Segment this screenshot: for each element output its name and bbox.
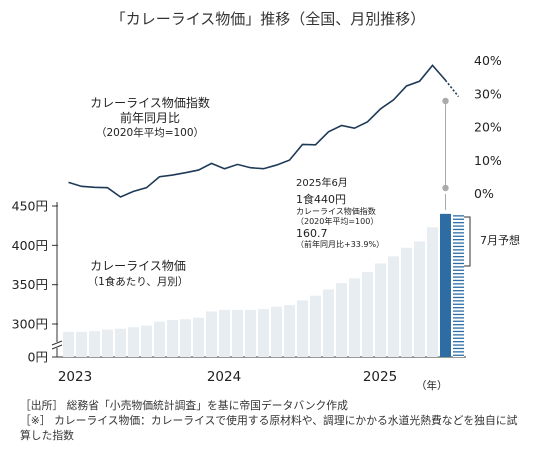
- x-tick-label: 2024: [207, 369, 241, 385]
- price-bar: [297, 300, 308, 357]
- chart-title: 「カレーライス物価」推移（全国、月別推移）: [111, 10, 426, 28]
- price-bar: [102, 329, 113, 357]
- price-bar: [310, 295, 321, 357]
- annotation-yoy: （前年同月比+33.9%）: [296, 239, 384, 249]
- price-bar: [141, 325, 152, 357]
- footnote-note: ［※］ カレーライス物価：カレーライスで使用する原材料や、調理にかかる水道光熱費…: [20, 413, 518, 427]
- price-bar: [271, 306, 282, 357]
- index-label-line2: 前年同月比: [120, 110, 180, 125]
- price-bar: [284, 305, 295, 357]
- left-tick-label: 300円: [12, 317, 48, 332]
- x-axis: 2023 2024 2025: [58, 369, 397, 385]
- index-label-line1: カレーライス物価指数: [90, 95, 210, 110]
- footnote-source: ［出所］ 総務省「小売物価統計調査」を基に帝国データバンク作成: [20, 398, 348, 412]
- price-bar: [258, 309, 269, 357]
- right-tick-label: 20%: [474, 120, 502, 135]
- price-bar: [76, 331, 87, 357]
- price-bar: [388, 256, 399, 357]
- price-bar: [401, 247, 412, 357]
- price-bar: [375, 263, 386, 357]
- price-bars: [63, 213, 464, 357]
- price-bar: [154, 321, 165, 357]
- price-label-line1: カレーライス物価: [90, 259, 186, 273]
- price-label-line2: （1食あたり、月別）: [88, 275, 189, 288]
- price-bar: [128, 327, 139, 357]
- left-tick-label: 350円: [12, 277, 48, 292]
- left-tick-label: 450円: [12, 199, 48, 214]
- right-axis: 0% 10% 20% 30% 40%: [474, 53, 502, 201]
- price-bar: [362, 272, 373, 357]
- index-label-line3: （2020年平均=100）: [96, 126, 204, 139]
- price-bar: [232, 309, 243, 357]
- yoy-line: [68, 64, 471, 267]
- annotation-index-base: （2020年平均=100）: [296, 216, 378, 226]
- price-bar: [89, 331, 100, 357]
- right-tick-label: 10%: [474, 153, 502, 168]
- axis-break-mark: [51, 344, 63, 350]
- right-tick-label: 0%: [474, 186, 494, 201]
- price-bar: [414, 241, 425, 357]
- annotation-month: 2025年6月: [296, 176, 348, 189]
- price-bar: [336, 283, 347, 357]
- highlight-bar: [440, 213, 451, 357]
- left-tick-label: 400円: [12, 238, 48, 253]
- price-bar: [219, 309, 230, 357]
- forecast-bar: [453, 213, 464, 357]
- forecast-bracket: [464, 216, 471, 267]
- year-unit-label: （年）: [416, 379, 448, 392]
- price-bar: [193, 317, 204, 357]
- price-bar: [323, 289, 334, 357]
- leader-point: [442, 97, 449, 105]
- leader-point: [442, 184, 449, 192]
- annotation-price: 1食440円: [296, 192, 346, 206]
- price-bar: [349, 278, 360, 357]
- annotation-index-value: 160.7: [296, 227, 328, 240]
- footnote-note-cont: 算した指数: [20, 428, 74, 442]
- x-tick-label: 2025: [363, 369, 397, 385]
- price-bar: [245, 309, 256, 357]
- axis-break-mark: [51, 340, 63, 346]
- price-bar: [427, 227, 438, 357]
- price-bar: [180, 319, 191, 357]
- yoy-forecast-path: [444, 79, 460, 98]
- left-axis: 0円 300円 350円 400円 450円: [12, 199, 466, 365]
- price-bar: [206, 311, 217, 357]
- price-bar: [115, 328, 126, 357]
- left-tick-label: 0円: [28, 350, 48, 365]
- yoy-line-path: [68, 64, 447, 198]
- right-tick-label: 40%: [474, 53, 502, 68]
- price-bar: [63, 331, 74, 357]
- forecast-label: 7月予想: [480, 233, 520, 247]
- x-tick-label: 2023: [58, 369, 92, 385]
- annotation-index-name: カレーライス物価指数: [296, 206, 376, 216]
- right-tick-label: 30%: [474, 86, 502, 101]
- price-bar: [167, 320, 178, 357]
